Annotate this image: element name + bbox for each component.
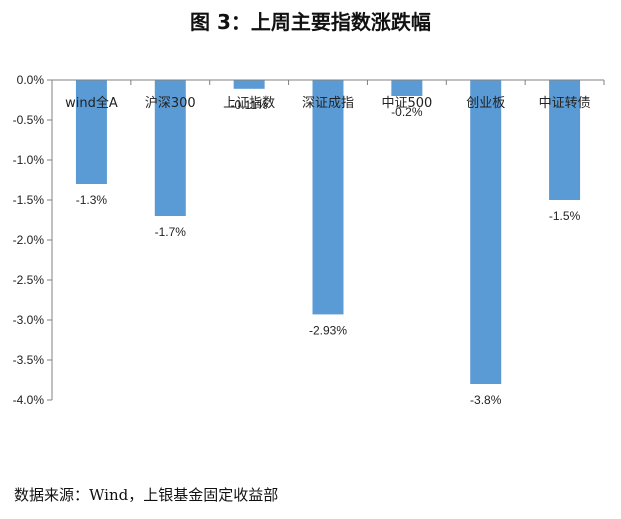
y-axis: 0.0% -0.5% -1.0% -1.5% -2.0% -2.5% -3.0% -3.5% -… xyxy=(13,73,53,407)
y-tick-label: -3.0% xyxy=(13,313,45,327)
category-label: 中证500 xyxy=(381,96,432,111)
bar xyxy=(312,80,344,315)
y-tick-label: -4.0% xyxy=(13,393,45,407)
y-tick-label: -2.5% xyxy=(13,273,45,287)
category-label: 中证转债 xyxy=(539,96,591,111)
bar xyxy=(549,80,581,200)
y-tick-label: -3.5% xyxy=(13,353,45,367)
category-label: 沪深300 xyxy=(145,95,196,111)
bars xyxy=(75,80,581,384)
source-note: 数据来源：Wind，上银基金固定收益部 xyxy=(14,486,279,504)
bar xyxy=(154,80,186,216)
bar xyxy=(470,80,502,384)
x-axis xyxy=(51,79,605,85)
bar xyxy=(233,80,265,89)
category-label: 上证指数 xyxy=(223,96,275,111)
data-label: -1.7% xyxy=(155,225,187,239)
data-label: -0.11% xyxy=(231,98,268,112)
y-tick-label: -1.0% xyxy=(13,153,45,167)
bar xyxy=(391,80,423,96)
data-label: -1.5% xyxy=(549,209,581,223)
category-label: wind全A xyxy=(65,95,118,111)
bar xyxy=(75,80,107,184)
y-tick-label: -0.5% xyxy=(13,113,45,127)
data-label: -0.2% xyxy=(391,105,423,119)
chart-title: 图 3：上周主要指数涨跌幅 xyxy=(190,10,431,34)
data-label: -2.93% xyxy=(309,323,347,337)
y-tick-label: -1.5% xyxy=(13,193,45,207)
data-label: -1.3% xyxy=(76,193,108,207)
data-labels: -1.3% -1.7% -0.11% -2.93% -0.2% -3.8% -1.5% xyxy=(76,98,581,407)
y-tick-label: 0.0% xyxy=(17,73,45,87)
category-label: 创业板 xyxy=(466,96,505,111)
category-label: 深证成指 xyxy=(302,96,354,111)
y-tick-label: -2.0% xyxy=(13,233,45,247)
category-labels: wind全A 沪深300 上证指数 深证成指 中证500 创业板 中证转债 xyxy=(65,95,590,111)
data-label: -3.8% xyxy=(470,393,502,407)
